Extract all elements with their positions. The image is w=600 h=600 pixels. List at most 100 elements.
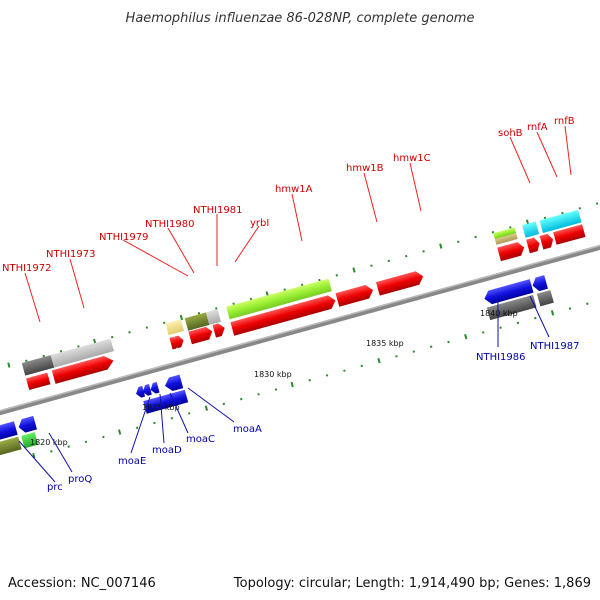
label-prc[interactable]: prc — [47, 482, 63, 493]
minor-tick — [325, 374, 329, 377]
callout-yrbI — [234, 225, 260, 263]
gene-moaC-arrow[interactable] — [149, 381, 160, 395]
label-rnfB[interactable]: rnfB — [554, 116, 575, 127]
label-moaA[interactable]: moaA — [233, 424, 262, 435]
feature-ntHI1972-gray[interactable] — [21, 355, 55, 376]
minor-tick — [491, 231, 495, 234]
minor-tick — [534, 316, 537, 320]
minor-tick — [162, 321, 166, 325]
label-rnfA[interactable]: rnfA — [527, 122, 548, 133]
label-sohB[interactable]: sohB — [498, 128, 523, 139]
label-moaE[interactable]: moaE — [118, 456, 146, 467]
gene-ntHI1987-arrow[interactable] — [531, 275, 548, 292]
label-hmw1A[interactable]: hmw1A — [275, 184, 313, 195]
feature-moa-blue-block[interactable] — [143, 389, 189, 414]
minor-tick — [343, 369, 346, 372]
gene-moaE-arrow[interactable] — [134, 385, 146, 399]
label-moaC[interactable]: moaC — [186, 434, 215, 445]
forward-callout-lines — [24, 125, 572, 323]
gene-prc-arrow[interactable] — [0, 421, 18, 444]
gene-ntHI1981-arrow[interactable] — [188, 326, 214, 345]
label-hmw1C[interactable]: hmw1C — [393, 153, 431, 164]
feature-yrbI-gray[interactable] — [205, 309, 221, 325]
gene-sohB-arrow[interactable] — [497, 241, 526, 262]
callout-rnfA — [536, 131, 558, 178]
gene-hmw1B-arrow[interactable] — [335, 283, 375, 307]
feature-sohB-khaki[interactable] — [494, 233, 518, 245]
major-tick — [352, 267, 356, 273]
minor-tick — [447, 340, 450, 344]
feature-ntHI1986-gray[interactable] — [486, 294, 537, 321]
gene-hmw1C-arrow[interactable] — [376, 270, 425, 296]
callout-moaA — [187, 387, 235, 423]
label-hmw1B[interactable]: hmw1B — [346, 163, 384, 174]
gene-rnfB-block[interactable] — [553, 224, 586, 245]
gene-ntHI1972-block[interactable] — [26, 372, 51, 391]
gene-hmw1A-arrow[interactable] — [230, 294, 337, 336]
feature-sohB-lime[interactable] — [493, 227, 517, 239]
feature-ntHI1987-gray[interactable] — [536, 290, 554, 307]
feature-prc-olive[interactable] — [0, 436, 22, 458]
reverse-callout-lines — [18, 295, 550, 483]
label-ntHI1979[interactable]: NTHI1979 — [99, 232, 149, 243]
label-ntHI1973[interactable]: NTHI1973 — [46, 249, 96, 260]
label-ntHI1981[interactable]: NTHI1981 — [193, 205, 243, 216]
label-yrbI[interactable]: yrbI — [250, 218, 269, 229]
feature-hmw1A-lime[interactable] — [226, 278, 332, 320]
minor-tick — [300, 283, 304, 287]
gene-moaA-arrow[interactable] — [163, 374, 184, 393]
label-ntHI1986[interactable]: NTHI1986 — [476, 352, 526, 363]
major-tick — [464, 334, 468, 340]
callout-prc — [18, 440, 56, 483]
gene-yrbI-arrow[interactable] — [212, 322, 227, 338]
major-tick — [290, 381, 294, 388]
forward-inner-row — [26, 224, 586, 391]
gene-rnfA-arrow[interactable] — [526, 237, 541, 254]
label-ntHI1972[interactable]: NTHI1972 — [2, 263, 52, 274]
minor-tick — [50, 450, 53, 453]
label-ntHI1987[interactable]: NTHI1987 — [530, 341, 580, 352]
minor-tick — [412, 350, 416, 353]
feature-ntHI1980-yellow[interactable] — [165, 319, 185, 336]
gene-ntHI1986-arrow[interactable] — [483, 279, 534, 306]
label-moaD[interactable]: moaD — [152, 445, 182, 456]
callout-hmw1B — [363, 172, 378, 223]
minor-tick — [360, 364, 363, 368]
feature-rnfB-cyan[interactable] — [539, 209, 582, 233]
minor-tick — [308, 379, 311, 382]
gene-ntHI1973-arrow[interactable] — [51, 354, 115, 384]
minor-tick — [595, 202, 599, 205]
feature-ntHI1973-lightgray[interactable] — [50, 338, 114, 368]
scale-labels: 1820 kbp 1825 kbp 1830 kbp 1835 kbp 1840… — [30, 309, 518, 447]
major-tick — [117, 429, 122, 435]
major-tick — [377, 357, 381, 364]
minor-tick — [274, 388, 278, 391]
feature-rnfA-cyan[interactable] — [522, 221, 540, 238]
gene-ntHI1980b-arrow[interactable] — [174, 335, 185, 349]
topology-text: Topology: circular; Length: 1,914,490 bp… — [233, 576, 591, 591]
label-ntHI1980[interactable]: NTHI1980 — [145, 219, 195, 230]
minor-tick — [145, 326, 149, 329]
label-proQ[interactable]: proQ — [68, 474, 92, 485]
minor-tick — [481, 331, 485, 334]
major-tick — [179, 314, 184, 321]
minor-tick — [215, 307, 218, 310]
gene-proQ-arrow[interactable] — [17, 415, 37, 434]
callout-ntHI1973 — [69, 258, 85, 309]
minor-tick — [249, 297, 253, 301]
scale-label-1835: 1835 kbp — [366, 339, 404, 348]
minor-tick — [474, 235, 477, 239]
feature-ntHI1981-olive[interactable] — [184, 312, 210, 331]
gene-moaD-arrow[interactable] — [141, 384, 152, 397]
feature-proQ-green[interactable] — [21, 432, 39, 449]
minor-tick — [232, 302, 235, 305]
reverse-inner-row — [0, 275, 548, 444]
minor-tick — [509, 226, 512, 229]
minor-tick — [499, 326, 502, 329]
minor-tick — [25, 359, 28, 363]
minor-tick — [240, 397, 243, 401]
minor-tick — [578, 207, 581, 210]
gene-rnfA2-arrow[interactable] — [539, 233, 555, 250]
callout-ntHI1979 — [122, 239, 189, 277]
